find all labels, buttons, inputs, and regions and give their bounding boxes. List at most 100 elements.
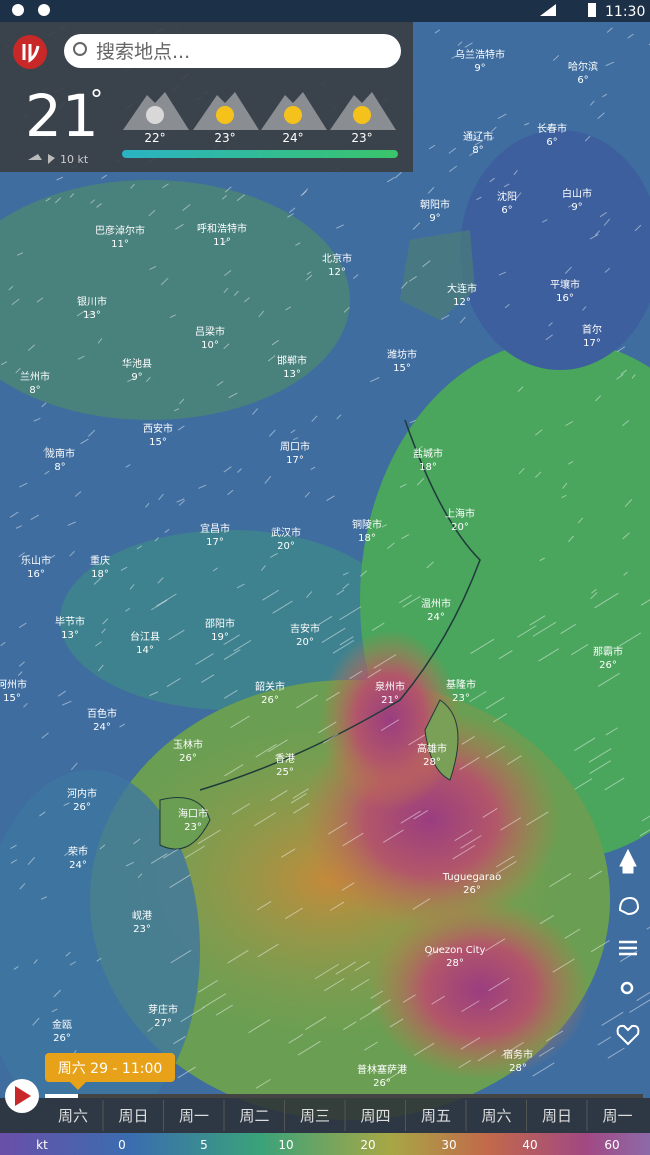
wind-streak	[256, 900, 272, 911]
wind-streak	[149, 691, 159, 697]
wind-streak	[634, 224, 642, 232]
wind-streak	[178, 500, 185, 506]
favorite-button[interactable]	[616, 1024, 640, 1046]
wind-streak	[532, 621, 557, 637]
wind-streak	[532, 1062, 555, 1077]
day-label[interactable]: 周六	[58, 1107, 88, 1125]
city-temperature: 15°	[149, 437, 167, 448]
wind-streak	[101, 628, 106, 634]
wind-streak	[336, 414, 342, 420]
wind-streak	[295, 242, 301, 246]
wind-streak	[448, 147, 457, 154]
wind-streak	[461, 736, 475, 745]
city-temperature: 24°	[93, 722, 111, 733]
wind-streak	[497, 113, 507, 120]
city-temperature: 24°	[427, 612, 445, 623]
city-temperature: 20°	[451, 522, 469, 533]
wind-streak	[451, 54, 459, 59]
day-label[interactable]: 周五	[421, 1107, 451, 1125]
forecast-temperature: 24°	[282, 131, 303, 145]
wind-streak	[16, 252, 24, 256]
wind-streak	[562, 482, 568, 489]
wind-streak	[415, 445, 423, 453]
city-temperature: 13°	[61, 630, 79, 641]
city-temperature: 28°	[509, 1063, 527, 1074]
wind-streak	[8, 285, 14, 291]
wind-streak	[387, 542, 395, 549]
day-label[interactable]: 周日	[542, 1107, 572, 1125]
wind-streak	[168, 629, 185, 641]
city-temperature: 13°	[83, 310, 101, 321]
search-box[interactable]	[64, 34, 401, 68]
day-label[interactable]: 周六	[481, 1107, 511, 1125]
wind-streak	[459, 757, 480, 771]
wind-streak	[76, 310, 86, 317]
search-placeholder[interactable]: 搜索地点...	[96, 41, 190, 63]
wind-streak	[318, 615, 333, 625]
wind-streak	[517, 625, 537, 638]
wind-streak	[342, 583, 350, 590]
wind-streak	[27, 344, 36, 352]
legend-value: 5	[200, 1138, 208, 1152]
wind-streak	[412, 222, 421, 230]
city-name: 兰州市	[20, 370, 50, 383]
city-name: 首尔	[582, 323, 602, 336]
wind-streak	[564, 266, 572, 274]
wind-streak	[629, 999, 650, 1013]
wind-streak	[616, 346, 626, 353]
day-label[interactable]: 周四	[360, 1107, 390, 1125]
city-temperature: 6°	[577, 75, 588, 86]
wind-streak	[254, 812, 276, 827]
wind-streak	[489, 998, 508, 1011]
city-name: 银川市	[77, 295, 107, 308]
city-temperature: 23°	[452, 693, 470, 704]
city-name: 武汉市	[271, 526, 301, 539]
home-button[interactable]	[619, 848, 637, 874]
wind-streak	[136, 545, 142, 550]
wind-streak	[604, 777, 625, 791]
city-name: 通辽市	[463, 130, 493, 143]
city-temperature: 28°	[423, 757, 441, 768]
wind-streak	[636, 992, 650, 1002]
side-toolbar	[616, 848, 640, 1046]
wind-streak	[565, 421, 574, 426]
wind-streak	[504, 303, 510, 309]
wind-streak	[474, 140, 483, 146]
wind-streak	[341, 882, 355, 891]
cloud-button[interactable]	[618, 896, 640, 916]
wind-streak	[469, 150, 477, 157]
legend-value: 0	[118, 1138, 126, 1152]
wind-streak	[545, 334, 553, 341]
wind-streak	[77, 355, 85, 360]
wind-streak	[517, 386, 524, 392]
wind-streak	[257, 943, 279, 958]
wind-streak	[252, 408, 259, 415]
wind-streak	[402, 994, 416, 1003]
wind-streak	[343, 306, 350, 313]
search-button[interactable]	[620, 981, 634, 995]
day-label[interactable]: 周三	[300, 1107, 330, 1125]
temperature-unit: °	[90, 85, 103, 115]
wind-streak	[267, 355, 276, 362]
wind-streak	[311, 415, 318, 422]
wind-streak	[223, 287, 229, 294]
wind-streak	[125, 861, 135, 867]
wind-streak	[529, 615, 546, 626]
day-label[interactable]: 周二	[239, 1107, 269, 1125]
city-temperature: 12°	[328, 267, 346, 278]
wind-streak	[470, 638, 495, 655]
day-label[interactable]: 周一	[602, 1107, 632, 1125]
wind-streak	[78, 844, 86, 851]
wind-streak	[202, 993, 227, 1009]
wind-streak	[120, 566, 128, 571]
day-label[interactable]: 周日	[118, 1107, 148, 1125]
wind-streak	[373, 654, 397, 669]
wind-streak	[44, 470, 50, 475]
menu-button[interactable]	[619, 940, 637, 956]
wind-streak	[69, 193, 75, 198]
wind-streak	[177, 1066, 196, 1079]
city-temperature: 18°	[419, 462, 437, 473]
wind-streak	[15, 525, 23, 529]
day-label[interactable]: 周一	[179, 1107, 209, 1125]
